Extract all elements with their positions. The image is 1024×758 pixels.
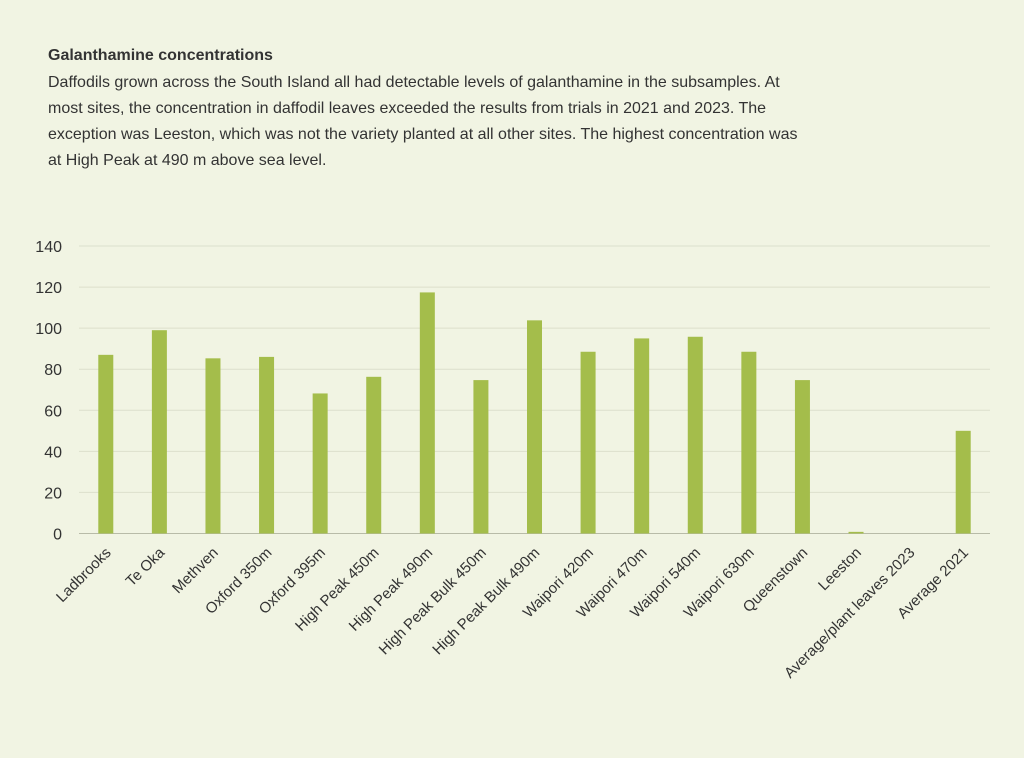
x-tick-label: Ladbrooks [53,544,115,606]
bar [527,320,542,534]
bar [419,292,435,534]
y-tick-label: 120 [35,280,62,297]
y-tick-label: 40 [44,444,62,461]
y-tick-label: 80 [44,362,62,379]
bar [473,380,489,534]
bar [741,351,757,534]
y-tick-label: 140 [35,239,62,256]
bar [794,380,810,534]
bar [580,351,596,534]
y-tick-label: 0 [53,527,62,544]
bar [366,376,382,534]
bar [205,358,221,534]
x-tick-label: Leeston [815,544,865,594]
bar [634,338,650,534]
x-tick-label: High Peak Bulk 450m [376,544,490,658]
chart-heading: Galanthamine concentrations [48,47,273,64]
chart-header: Galanthamine concentrations Daffodils gr… [48,44,808,174]
y-tick-label: 100 [35,321,62,338]
bar [259,356,275,534]
bar [848,531,864,534]
x-tick-label: Te Oka [123,544,169,590]
y-tick-label: 20 [44,485,62,502]
chart-description: Daffodils grown across the South Island … [48,74,798,169]
x-tick-label: High Peak Bulk 490m [429,544,543,658]
x-tick-label: Methven [169,544,222,597]
bar [312,393,328,534]
bar [687,336,703,534]
bar [98,354,114,534]
bar [151,330,167,534]
y-tick-label: 60 [44,403,62,420]
bar [955,430,971,534]
